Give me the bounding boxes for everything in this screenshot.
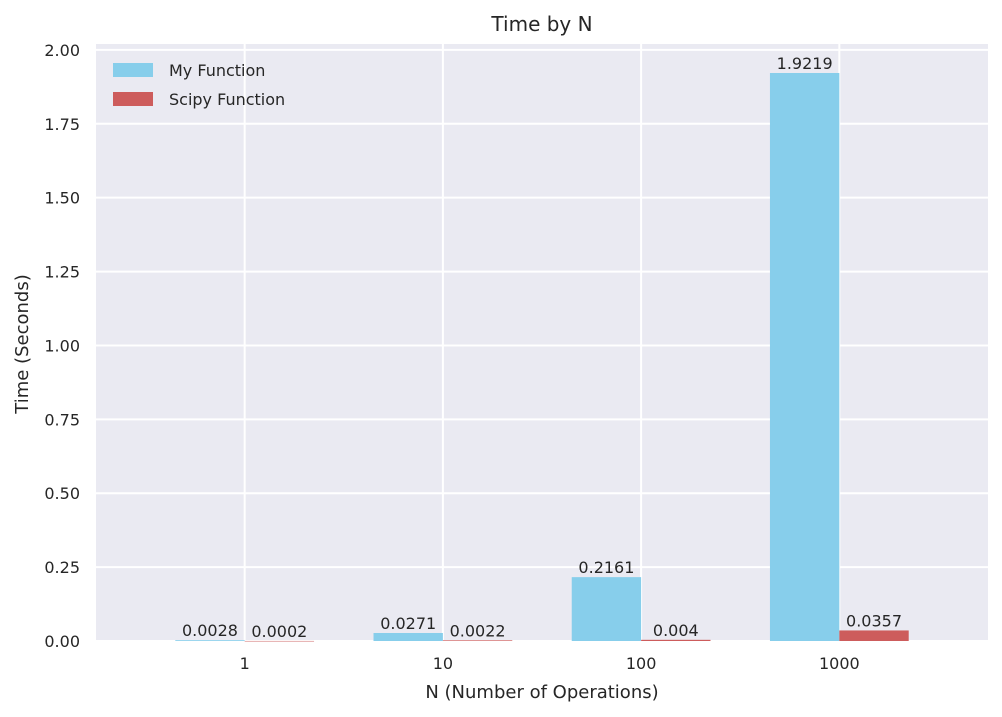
x-tick-label: 1000 [819,654,860,673]
data-labels: 0.0028 0.0271 0.2161 1.9219 0.0002 0.0022 0.00… [182,54,902,641]
legend-swatch-my-function [113,63,153,77]
legend-swatch-scipy-function [113,92,153,106]
x-tick-label: 100 [626,654,657,673]
plot-area [96,44,988,641]
bar [175,640,245,641]
bar [373,632,443,641]
y-tick-label: 1.75 [44,115,80,134]
bar [839,630,909,641]
x-axis-label: N (Number of Operations) [425,682,658,703]
bar-value-label: 0.0022 [450,621,506,640]
y-tick-label: 1.00 [44,336,80,355]
y-axis: 0.00 0.25 0.50 0.75 1.00 1.25 1.50 1.75 2.00 [44,41,80,651]
y-tick-label: 1.50 [44,189,80,208]
bar-value-label: 1.9219 [777,54,833,73]
bar [442,640,513,641]
y-tick-label: 0.00 [44,632,80,651]
bar [641,639,711,641]
legend: My Function Scipy Function [113,61,285,109]
x-tick-label: 1 [240,654,250,673]
y-tick-label: 0.50 [44,484,80,503]
y-tick-label: 2.00 [44,41,80,60]
bar-value-label: 0.0002 [251,622,307,641]
y-tick-label: 1.25 [44,263,80,282]
bar-value-label: 0.0028 [182,621,238,640]
bar-value-label: 0.0271 [380,614,436,633]
x-axis: 1 10 100 1000 [240,654,860,673]
bar [244,640,315,642]
legend-label-scipy-function: Scipy Function [169,90,285,109]
y-tick-label: 0.75 [44,410,80,429]
bar [571,577,642,641]
y-axis-label: Time (Seconds) [12,274,33,414]
bar-value-label: 0.004 [653,621,699,640]
bar [769,72,840,641]
bars [175,72,909,642]
bar-value-label: 0.0357 [846,611,902,630]
y-tick-label: 0.25 [44,558,80,577]
chart-title: Time by N [490,12,592,36]
legend-label-my-function: My Function [169,61,265,80]
bar-value-label: 0.2161 [578,558,634,577]
x-tick-label: 10 [433,654,453,673]
